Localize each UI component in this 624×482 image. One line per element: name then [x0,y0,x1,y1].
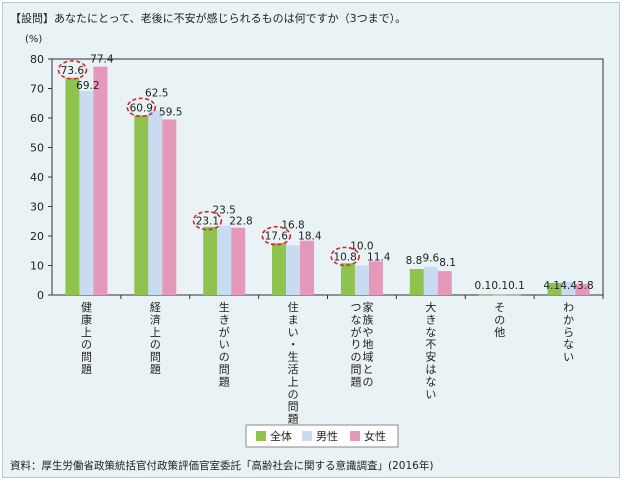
bar-2 [423,266,438,295]
data-label: 18.4 [298,231,322,243]
bar-3 [231,227,246,295]
data-label: 8.8 [406,255,423,267]
data-label: 10.0 [350,240,373,252]
y-tick-label: 10 [30,260,44,273]
data-label: 22.8 [229,216,252,228]
bar-2 [561,282,576,295]
bar-2 [354,265,369,295]
highlight-circle [126,97,157,118]
x-category-label: 住まい・生活上の問題 [288,300,299,426]
bar-1 [340,263,355,295]
x-category-label: 経済上の問題 [150,301,161,376]
bar-1 [203,226,218,295]
legend-label: 全体 [270,429,292,443]
x-category-label: わからない [563,301,574,364]
legend-swatch-1 [256,431,266,441]
legend-label: 男性 [316,429,338,443]
bar-2 [148,110,163,295]
bar-3 [506,294,521,296]
legend-label: 女性 [364,429,386,443]
data-label: 0.1 [491,280,508,292]
data-label: 10.8 [333,251,356,263]
data-label: 16.8 [281,220,304,232]
bar-1 [547,282,562,295]
data-label: 3.8 [577,280,594,292]
data-label: 69.2 [76,80,99,92]
bar-1 [409,269,424,295]
bar-3 [300,240,315,295]
x-category-label: 健康上の問題 [81,301,92,376]
x-category-label: 大きな不安はない [425,300,436,401]
data-label: 11.4 [367,251,391,263]
highlight-circle [192,210,223,231]
bar-1 [65,77,80,295]
y-tick-label: 20 [30,230,44,243]
y-tick-label: 0 [37,289,44,302]
data-label: 77.4 [90,54,114,66]
data-label: 4.4 [560,280,577,292]
data-label: 0.1 [508,280,525,292]
source-note: 資料：厚生労働省政策統括官付政策評価官室委託「高齢社会に関する意識調査」(201… [10,460,434,472]
x-category-label: つながりの問題 [350,301,361,388]
legend-box [245,424,399,448]
bar-3 [575,283,590,295]
bar-2 [492,294,507,296]
data-label: 59.5 [159,106,182,118]
bar-3 [162,119,177,295]
data-label: 73.6 [61,65,85,77]
highlight-circle [261,225,292,246]
data-label: 8.1 [439,257,456,269]
bar-3 [368,261,383,295]
legend-swatch-3 [350,431,360,441]
bar-1 [134,115,149,295]
data-label: 17.6 [265,231,289,243]
y-tick-label: 50 [30,142,44,155]
y-tick-label: 80 [30,53,44,66]
data-label: 4.1 [543,280,560,292]
data-label: 62.5 [145,88,168,100]
y-tick-label: 30 [30,201,44,214]
x-category-label: その他 [494,301,505,339]
data-label: 23.5 [212,205,235,217]
y-tick-label: 70 [30,83,44,96]
highlight-circle [330,246,360,267]
y-tick-label: 40 [30,171,44,184]
y-axis-unit: (%) [25,34,43,45]
x-category-label: 生きがいの問題 [219,300,230,388]
bar-1 [272,243,287,295]
data-label: 0.1 [475,280,492,292]
bar-3 [437,271,452,295]
bar-2 [286,245,301,295]
bar-3 [93,66,108,295]
y-tick-label: 60 [30,112,44,125]
x-category-label: 家族や地域との [362,300,373,388]
highlight-circle [57,60,88,80]
question-text: 【設問】あなたにとって、老後に不安が感じられるものは何ですか（3つまで）。 [10,12,407,25]
data-label: 23.1 [196,216,219,228]
data-label: 60.9 [130,102,153,114]
bar-2 [217,225,232,295]
data-label: 9.6 [422,253,439,265]
legend-swatch-2 [302,431,312,441]
bar-1 [478,294,493,296]
bar-2 [79,90,94,295]
